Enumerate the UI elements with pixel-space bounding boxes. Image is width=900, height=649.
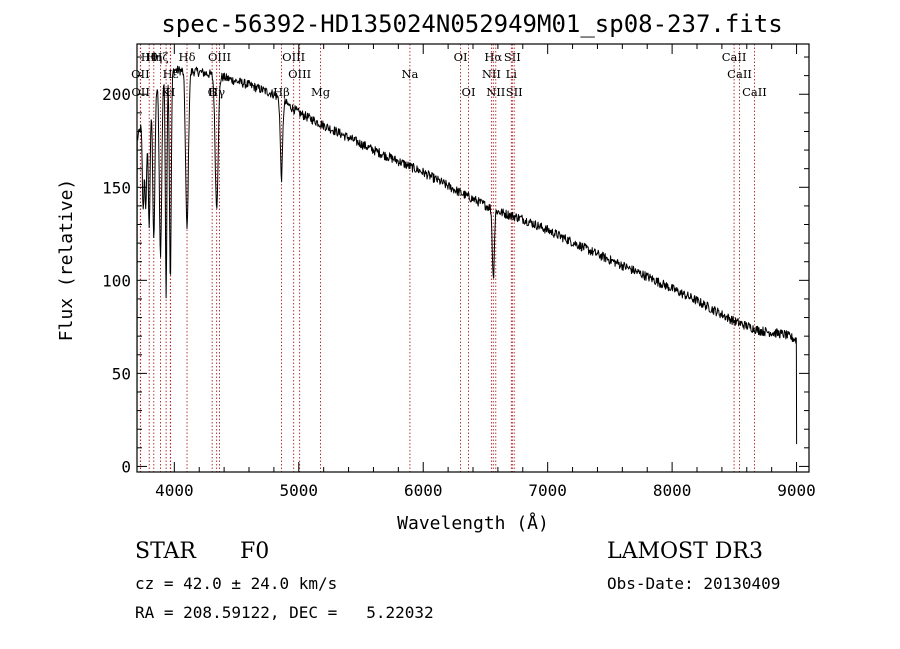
spectrum-line — [136, 65, 798, 467]
spectral-line-label: OI — [462, 85, 476, 99]
spectral-line-label: K — [162, 85, 171, 99]
coordinates: RA = 208.59122, DEC = 5.22032 — [135, 603, 434, 622]
chart-title: spec-56392-HD135024N052949M01_sp08-237.f… — [161, 10, 782, 38]
redshift-info: cz = 42.0 ± 24.0 km/s — [135, 574, 338, 593]
spectral-line-label: CaII — [727, 67, 752, 81]
spectral-line-label: OIII — [208, 50, 231, 64]
spectral-line-label: Hζ — [152, 50, 168, 64]
x-axis-label: Wavelength (Å) — [397, 512, 549, 534]
spectral-line-label: G — [208, 85, 217, 99]
spectral-line-label: Mg — [311, 85, 331, 99]
spectral-line-label: OII — [131, 85, 150, 99]
object-subclass: F0 — [240, 539, 270, 564]
x-tick-label: 8000 — [653, 481, 692, 500]
spectral-line-label: Hθ — [141, 50, 158, 64]
x-tick-label: 4000 — [155, 481, 194, 500]
object-class: STAR — [135, 539, 196, 564]
spectral-line-label: Na — [401, 67, 418, 81]
x-tick-label: 6000 — [404, 481, 443, 500]
spectral-line-label: NII — [482, 67, 501, 81]
spectral-line-label: OIII — [282, 50, 305, 64]
spectral-line-label: OI — [454, 50, 468, 64]
y-axis-label: Flux (relative) — [56, 179, 77, 342]
spectral-line-label: Hα — [484, 50, 502, 64]
spectral-line-label: NII — [486, 85, 505, 99]
y-tick-label: 50 — [112, 364, 131, 383]
spectral-line-label: Li — [506, 67, 518, 81]
spectral-line-label: CaII — [742, 85, 767, 99]
plot-frame — [136, 43, 810, 473]
x-tick-label: 7000 — [528, 481, 567, 500]
x-tick-label: 5000 — [280, 481, 319, 500]
spectral-line-label: Hδ — [179, 50, 196, 64]
y-tick-label: 100 — [102, 271, 131, 290]
spectral-line-label: SII — [506, 85, 523, 99]
spectral-line-label: Hη — [145, 50, 162, 64]
spectral-line-label: Hγ — [208, 85, 225, 99]
survey-name: LAMOST DR3 — [607, 539, 763, 564]
spectral-line-label: CaII — [722, 50, 747, 64]
spectrum-trace-group — [136, 65, 798, 467]
spectral-line-label: OII — [131, 67, 150, 81]
y-tick-label: 150 — [102, 178, 131, 197]
y-tick-label: 0 — [121, 457, 131, 476]
y-tick-label: 200 — [102, 85, 131, 104]
axis-ticks: 4000 5000 6000 7000 8000 9000 0 50 100 150 200 — [102, 44, 816, 500]
spectral-line-label: OIII — [288, 67, 311, 81]
spectral-line-label: H — [165, 85, 175, 99]
spectral-line-label: SII — [504, 50, 521, 64]
x-tick-label: 9000 — [777, 481, 816, 500]
obs-date: Obs-Date: 20130409 — [607, 574, 781, 593]
